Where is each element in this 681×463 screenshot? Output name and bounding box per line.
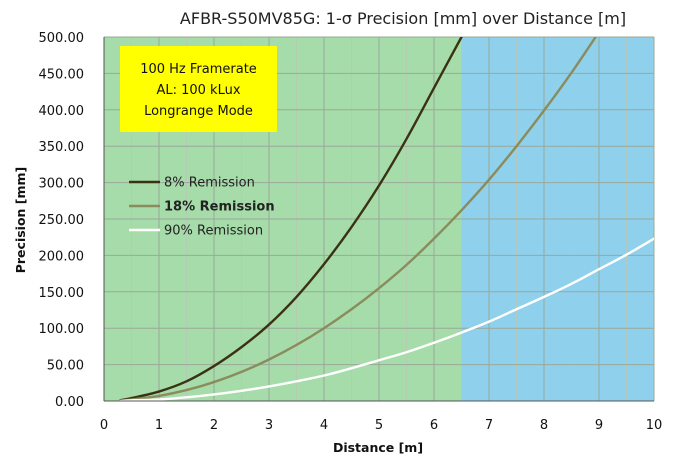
y-tick-label: 100.00: [39, 322, 85, 337]
x-tick-label: 4: [320, 418, 328, 433]
y-tick-label: 250.00: [39, 213, 85, 228]
annotation-line: 100 Hz Framerate: [140, 62, 257, 77]
series-line-2: [119, 237, 654, 401]
chart-title: AFBR-S50MV85G: 1-σ Precision [mm] over D…: [180, 9, 626, 28]
series-lines: [119, 37, 654, 401]
x-axis-title: Distance [m]: [333, 440, 423, 455]
legend-label-2: 90% Remission: [164, 224, 263, 239]
y-tick-label: 500.00: [39, 31, 85, 46]
legend-label-0: 8% Remission: [164, 176, 255, 191]
series-line-1: [119, 37, 598, 401]
y-axis-title: Precision [mm]: [13, 167, 28, 274]
y-tick-label: 450.00: [39, 67, 85, 82]
x-tick-label: 6: [430, 418, 438, 433]
x-tick-label: 5: [375, 418, 383, 433]
y-tick-label: 400.00: [39, 104, 85, 119]
x-tick-label: 10: [646, 418, 663, 433]
x-tick-label: 1: [155, 418, 163, 433]
x-tick-label: 0: [100, 418, 108, 433]
annotation-box-background: [120, 46, 277, 132]
annotation-line: AL: 100 kLux: [156, 83, 240, 98]
y-tick-label: 350.00: [39, 140, 85, 155]
tick-labels: 0 1 2 3 4 5 6 7 8 9 100.0050.00100.00150.00200.002…: [39, 31, 663, 433]
legend: 8% Remission 18% Remission 90% Remission: [129, 176, 275, 239]
annotation-box: 100 Hz Framerate AL: 100 kLux Longrange Mo…: [120, 46, 277, 132]
y-tick-label: 150.00: [39, 286, 85, 301]
x-tick-label: 9: [595, 418, 603, 433]
y-tick-label: 300.00: [39, 177, 85, 192]
y-tick-label: 50.00: [47, 359, 84, 374]
series-line-0: [119, 37, 463, 401]
legend-label-1: 18% Remission: [164, 200, 275, 215]
y-tick-label: 0.00: [55, 395, 84, 410]
x-tick-label: 8: [540, 418, 548, 433]
axes: [103, 37, 654, 402]
x-tick-label: 2: [210, 418, 218, 433]
x-tick-label: 7: [485, 418, 493, 433]
y-tick-label: 200.00: [39, 249, 85, 264]
annotation-line: Longrange Mode: [144, 104, 253, 119]
x-tick-label: 3: [265, 418, 273, 433]
